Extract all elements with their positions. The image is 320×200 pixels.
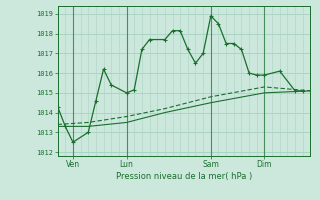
X-axis label: Pression niveau de la mer( hPa ): Pression niveau de la mer( hPa )	[116, 172, 252, 181]
